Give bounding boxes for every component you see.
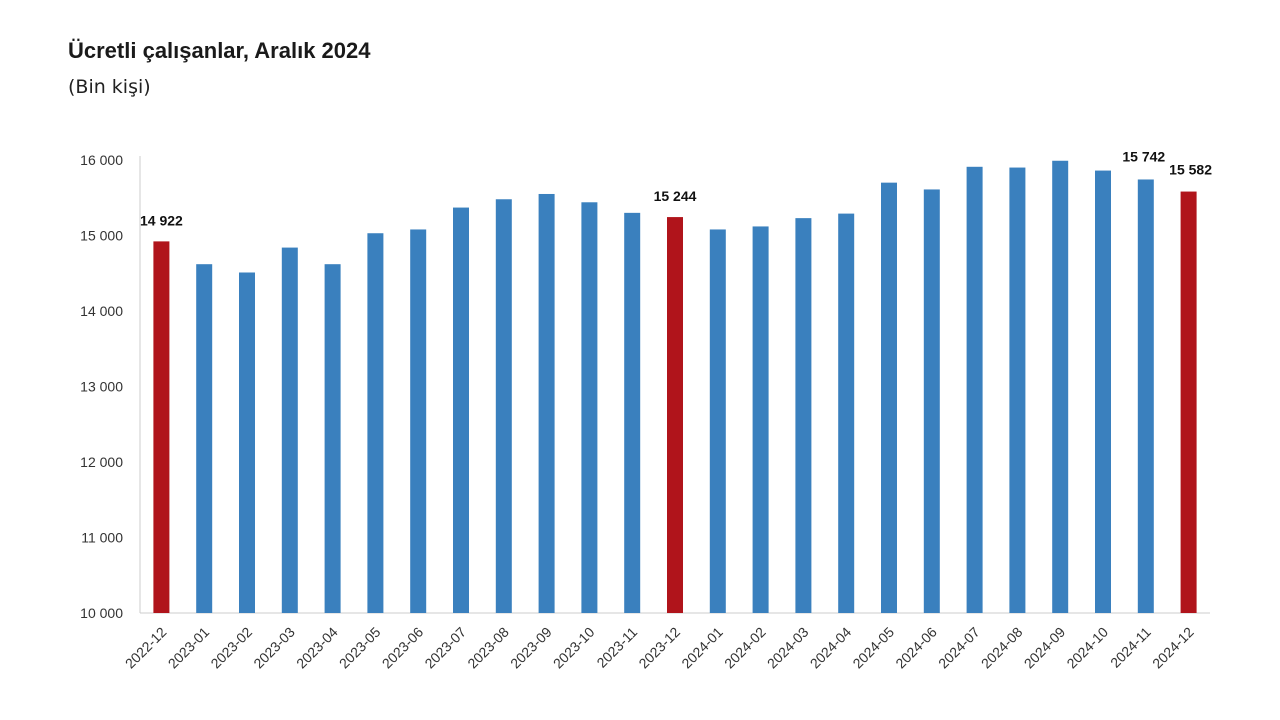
bar xyxy=(1009,167,1026,614)
x-tick-label: 2023-07 xyxy=(421,624,469,672)
x-tick-label: 2023-10 xyxy=(550,624,598,672)
x-tick-label: 2024-10 xyxy=(1063,624,1111,672)
x-tick-label: 2024-12 xyxy=(1149,624,1197,672)
bar xyxy=(1095,170,1111,613)
bar xyxy=(239,272,255,613)
bar xyxy=(324,264,341,613)
chart-title: Ücretli çalışanlar, Aralık 2024 xyxy=(68,38,371,63)
x-tick-label: 2024-02 xyxy=(721,624,769,672)
bar xyxy=(581,202,598,613)
y-tick-label: 12 000 xyxy=(80,454,123,470)
bar-highlight xyxy=(1180,191,1197,613)
bar xyxy=(1137,179,1154,613)
x-tick-label: 2024-03 xyxy=(764,624,812,672)
bar xyxy=(281,247,298,613)
bar xyxy=(624,212,641,613)
data-label: 15 244 xyxy=(654,188,697,204)
bar xyxy=(881,182,897,613)
bar-highlight xyxy=(667,217,683,613)
bar xyxy=(538,193,555,613)
bar xyxy=(709,229,726,613)
y-tick-label: 13 000 xyxy=(80,379,123,395)
bar xyxy=(1052,160,1069,613)
bar xyxy=(495,199,512,613)
data-label: 15 582 xyxy=(1169,162,1212,178)
y-tick-label: 15 000 xyxy=(80,228,123,244)
x-tick-label: 2024-01 xyxy=(678,624,726,672)
bar xyxy=(367,233,384,614)
y-tick-label: 10 000 xyxy=(80,605,123,621)
y-tick-label: 14 000 xyxy=(80,303,123,319)
bar xyxy=(410,229,427,613)
y-tick-label: 11 000 xyxy=(81,530,123,546)
x-tick-label: 2023-02 xyxy=(207,624,255,672)
y-tick-label: 16 000 xyxy=(80,152,123,168)
x-tick-label: 2024-08 xyxy=(978,624,1026,672)
x-tick-label: 2023-03 xyxy=(250,624,298,672)
x-tick-label: 2024-11 xyxy=(1107,624,1154,671)
x-tick-label: 2023-09 xyxy=(507,624,555,672)
x-tick-label: 2023-08 xyxy=(464,624,512,672)
x-tick-label: 2023-05 xyxy=(336,624,384,672)
x-tick-label: 2023-11 xyxy=(593,624,640,671)
bar xyxy=(795,218,812,613)
data-label: 15 742 xyxy=(1122,148,1165,164)
x-tick-label: 2023-06 xyxy=(379,624,427,672)
x-tick-label: 2024-07 xyxy=(935,624,983,672)
x-tick-label: 2022-12 xyxy=(122,624,170,672)
bar xyxy=(966,166,983,614)
x-tick-label: 2023-04 xyxy=(293,624,341,672)
chart-subtitle: (Bin kişi) xyxy=(68,76,151,98)
x-tick-label: 2023-01 xyxy=(165,624,213,672)
x-tick-label: 2024-05 xyxy=(849,624,897,672)
x-tick-label: 2024-09 xyxy=(1021,624,1069,672)
x-tick-label: 2023-12 xyxy=(635,624,683,672)
data-label: 14 922 xyxy=(140,212,183,228)
x-tick-label: 2024-04 xyxy=(807,624,855,672)
bar xyxy=(453,207,469,613)
bar-highlight xyxy=(153,241,170,613)
x-tick-label: 2024-06 xyxy=(892,624,940,672)
bar xyxy=(752,226,769,613)
bar xyxy=(838,213,855,614)
bar xyxy=(923,189,940,613)
bar xyxy=(196,264,213,613)
